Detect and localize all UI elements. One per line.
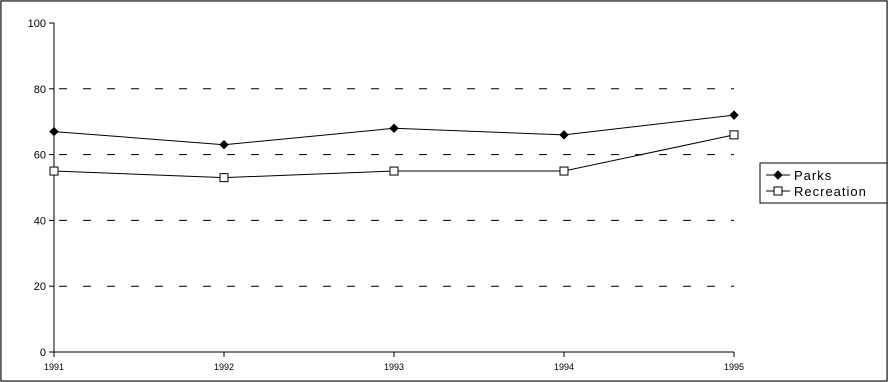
- recreation-point: [729, 130, 739, 140]
- y-tick-label: 20: [34, 281, 46, 293]
- y-tick-label: 40: [34, 215, 46, 227]
- x-tick-label: 1995: [724, 362, 744, 372]
- recreation-point: [559, 166, 569, 176]
- parks-point: [219, 140, 229, 150]
- parks-point: [49, 126, 59, 137]
- axes: 0 20 40 60 80 100 1991 1992 1993 1994 1995: [28, 18, 744, 372]
- parks-point: [729, 110, 739, 120]
- series-layer: [49, 110, 739, 183]
- x-tick-label: 1993: [384, 362, 404, 372]
- parks-point: [559, 130, 569, 140]
- y-tick-label: 100: [28, 18, 46, 30]
- x-tick-label: 1994: [554, 362, 574, 372]
- x-tick-label: 1992: [214, 362, 234, 372]
- y-tick-label: 0: [40, 347, 46, 359]
- legend-parks-label: Parks: [794, 168, 832, 183]
- legend-parks-marker: [773, 170, 783, 180]
- recreation-point: [219, 173, 229, 183]
- y-tick-label: 80: [34, 84, 46, 96]
- recreation-point: [389, 166, 399, 176]
- legend-recreation-marker: [773, 186, 783, 196]
- y-tick-label: 60: [34, 150, 46, 162]
- legend-recreation-label: Recreation: [794, 184, 867, 199]
- recreation-point: [49, 166, 59, 176]
- x-tick-label: 1991: [44, 362, 64, 372]
- parks-point: [389, 123, 399, 133]
- legend-box: [759, 162, 888, 204]
